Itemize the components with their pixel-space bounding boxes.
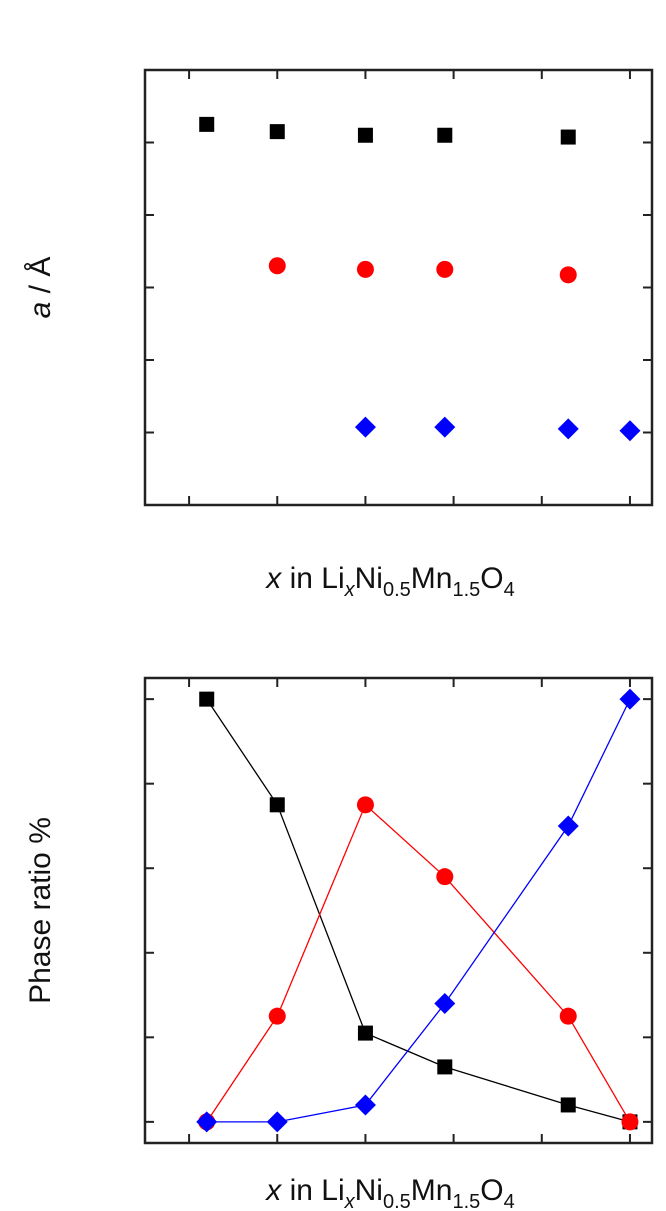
data-point-square (357, 1025, 373, 1041)
data-point-diamond (354, 1094, 376, 1116)
data-point-circle (356, 796, 374, 814)
data-point-diamond (354, 416, 376, 438)
data-point-circle (356, 260, 374, 278)
data-point-circle (559, 266, 577, 284)
data-point-square (269, 124, 285, 140)
data-point-diamond (619, 420, 641, 442)
series-line-1 (206, 803, 631, 1123)
data-point-diamond (434, 993, 456, 1014)
y-axis-title: a / Å (24, 257, 57, 319)
data-point-square (269, 797, 285, 813)
data-point-square (437, 1059, 453, 1075)
y-axis-title: Phase ratio % (24, 817, 57, 1004)
data-point-square (199, 691, 215, 707)
data-point-diamond (434, 416, 456, 438)
plot-frame (143, 676, 654, 1145)
data-point-circle (268, 257, 286, 275)
plot-frame (143, 68, 654, 507)
x-axis-title: x in LixNi0.5Mn1.5O4 (264, 562, 515, 601)
x-axis-title: x in LixNi0.5Mn1.5O4 (264, 1174, 515, 1211)
series-line-2 (206, 698, 631, 1123)
data-point-square (560, 1097, 576, 1113)
data-point-diamond (266, 1111, 288, 1133)
data-point-square (199, 116, 215, 132)
data-point-circle (268, 1007, 286, 1025)
data-point-circle (621, 1113, 639, 1131)
data-point-diamond (557, 815, 579, 837)
data-point-circle (436, 868, 454, 886)
series-line-0 (206, 698, 631, 1123)
data-point-square (437, 127, 453, 143)
data-point-square (560, 129, 576, 145)
data-point-circle (559, 1007, 577, 1025)
data-point-circle (436, 260, 454, 278)
data-point-diamond (619, 688, 641, 710)
data-point-diamond (557, 418, 579, 440)
data-point-diamond (196, 1111, 218, 1133)
data-point-square (357, 127, 373, 143)
